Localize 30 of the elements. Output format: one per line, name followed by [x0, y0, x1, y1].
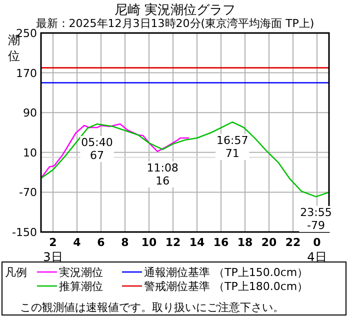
annotation: 16:57 71 [216, 134, 248, 160]
x-tick-label: 8 [121, 236, 129, 249]
y-tick-label: 10 [23, 146, 37, 160]
x-tick-label: 4 [73, 236, 82, 249]
legend-label: 警戒潮位基準 （TP上180.0cm） [144, 280, 308, 293]
x-tick-label: 14 [189, 236, 205, 249]
annotation: 11:08 16 [146, 161, 178, 188]
legend-label: 実況潮位 [59, 266, 103, 279]
x-tick-label: 12 [165, 236, 181, 249]
y-tick-label: 170 [16, 66, 37, 80]
text: この観測値は速報値です。取り扱いにご注意下さい。 [20, 301, 284, 314]
x-tick-label: 6 [97, 236, 106, 249]
x-tick-label: 0 [313, 236, 322, 249]
x-tick-label: 20 [261, 236, 277, 249]
y-tick-label: -70 [19, 186, 37, 200]
chart-subtitle: 最新：2025年12月3日13時20分(東京湾平均海面 TP上) [36, 17, 314, 30]
annotation: 05:40 67 [81, 136, 113, 162]
x-tick-label: 18 [237, 236, 253, 249]
chart-title: 尼崎 実況潮位グラフ [114, 2, 236, 18]
line-series [40, 121, 330, 198]
x-tick-label: 10 [141, 236, 157, 249]
legend-title: 凡例 [5, 266, 27, 279]
y-tick-label: -150 [12, 226, 37, 239]
legend-label: 推算潮位 [59, 280, 103, 293]
x-tick-label: 22 [285, 236, 301, 249]
x-tick-label: 2 [49, 236, 57, 249]
legend-label: 通報潮位基準 （TP上150.0cm） [144, 266, 308, 279]
y-tick-label: 90 [23, 106, 37, 120]
annotation: 23:55 -79 [300, 206, 332, 232]
x-tick-label: 16 [213, 236, 229, 249]
